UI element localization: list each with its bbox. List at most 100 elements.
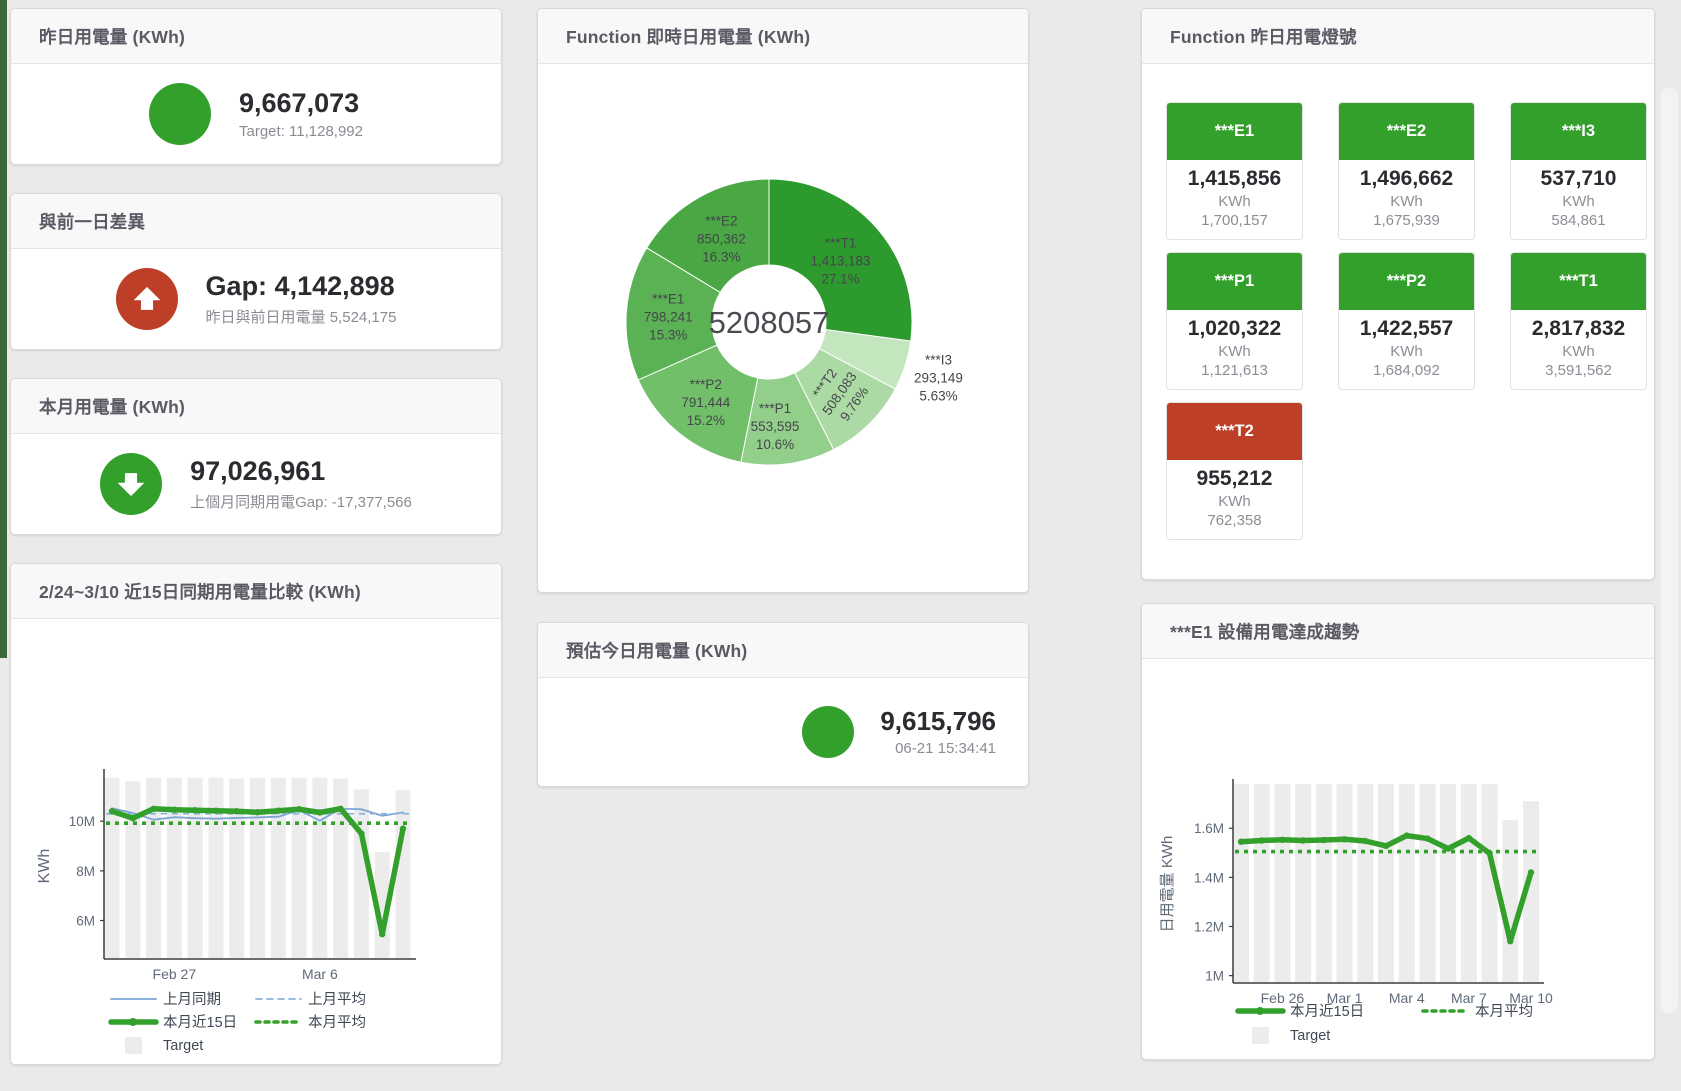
- target-bar: [1481, 784, 1498, 982]
- legend-item-本月平均[interactable]: 本月平均: [254, 1014, 366, 1031]
- function-usage-donut-chart[interactable]: ***T1 1,413,183 27.1%***I3 293,149 5.63%***T…: [538, 64, 1028, 592]
- card-header: 昨日用電量 (KWh): [11, 9, 501, 64]
- y-tick-label: 6M: [76, 914, 95, 929]
- donut-label: ***I3 293,149 5.63%: [914, 352, 963, 403]
- legend-item-本月近15日[interactable]: 本月近15日: [108, 1014, 237, 1031]
- y-tick-label: 1M: [1205, 969, 1224, 984]
- tile-target-value: 1,700,157: [1201, 212, 1268, 229]
- card-title: 2/24~3/10 近15日同期用電量比較 (KWh): [39, 581, 361, 602]
- tile-target-value: 3,591,562: [1545, 362, 1612, 379]
- card-body: 97,026,961 上個月同期用電Gap: -17,377,566: [11, 434, 501, 534]
- stat-value: 9,615,796: [880, 706, 996, 737]
- x-tick-label: Mar 1: [1327, 990, 1363, 1006]
- tile-value: 955,212: [1196, 467, 1273, 490]
- target-bar: [208, 777, 224, 958]
- target-bar: [104, 777, 120, 958]
- card-estimate-today: 預估今日用電量 (KWh) 9,615,796 06-21 15:34:41: [537, 622, 1029, 787]
- legend-item-Target[interactable]: Target: [125, 1037, 203, 1054]
- stat-value: 97,026,961: [190, 456, 326, 487]
- card-header: 本月用電量 (KWh): [11, 379, 501, 434]
- tile-target-value: 584,861: [1551, 212, 1606, 229]
- left-sidebar-edge: [0, 0, 7, 658]
- card-title: 昨日用電量 (KWh): [39, 26, 186, 47]
- donut-segment-E2[interactable]: [646, 178, 770, 294]
- card-title: 本月用電量 (KWh): [39, 396, 186, 417]
- light-tile-P1: ***P1 1,020,322 KWh 1,121,613: [1166, 252, 1303, 390]
- target-bar: [187, 777, 203, 958]
- target-bar: [1460, 784, 1477, 982]
- target-bar: [1398, 784, 1415, 982]
- card-yesterday-usage: 昨日用電量 (KWh) 9,667,073 Target: 11,128,992: [10, 8, 502, 165]
- e1-trend-line-chart[interactable]: 1M 1.2M 1.4M 1.6M Feb 26 Mar 1 Mar 4 Mar 7 Mar 1…: [1142, 659, 1654, 1059]
- target-bar: [1315, 784, 1332, 982]
- y-axis-title: 日用電量 KWh: [1159, 836, 1176, 933]
- tile-unit: KWh: [1218, 343, 1251, 360]
- target-bar: [1502, 820, 1519, 982]
- svg-text:本月平均: 本月平均: [1475, 1003, 1533, 1020]
- tile-name: ***P2: [1339, 253, 1474, 310]
- donut-label: ***E1 798,241 15.3%: [644, 292, 693, 343]
- svg-text:本月近15日: 本月近15日: [1290, 1003, 1364, 1020]
- x-tick-label: Mar 7: [1451, 990, 1487, 1006]
- arrow-down-circle-icon: [100, 453, 163, 515]
- target-bar: [1233, 784, 1249, 982]
- legend-item-本月平均[interactable]: 本月平均: [1421, 1003, 1533, 1020]
- legend-item-本月近15日[interactable]: 本月近15日: [1235, 1003, 1364, 1020]
- legend-item-上月同期[interactable]: 上月同期: [110, 991, 221, 1008]
- tile-target-value: 1,121,613: [1201, 362, 1268, 379]
- target-bar: [270, 777, 286, 958]
- donut-segment-E1[interactable]: [625, 247, 721, 381]
- target-bar: [1357, 784, 1374, 982]
- x-tick-label: Feb 27: [153, 966, 197, 982]
- arrow-up-icon: [133, 286, 160, 310]
- card-header: 與前一日差異: [11, 194, 501, 249]
- arrow-up-circle-icon: [115, 268, 178, 330]
- tile-body: 1,415,856 KWh 1,700,157: [1167, 160, 1302, 239]
- svg-text:Target: Target: [163, 1038, 203, 1054]
- card-month-usage: 本月用電量 (KWh) 97,026,961 上個月同期用電Gap: -17,3…: [10, 378, 502, 535]
- target-bar: [1253, 784, 1270, 982]
- x-tick-label: Feb 26: [1261, 990, 1305, 1006]
- svg-text:上月平均: 上月平均: [308, 991, 366, 1008]
- legend-item-上月平均[interactable]: 上月平均: [255, 991, 366, 1008]
- target-bar: [1378, 784, 1394, 982]
- tile-target-value: 1,675,939: [1373, 212, 1440, 229]
- card-body: 9,667,073 Target: 11,128,992: [11, 64, 501, 164]
- target-bar: [250, 777, 265, 958]
- donut-center-total: 5208057: [709, 305, 830, 340]
- stat-subtitle: 昨日與前日用電量 5,524,175: [205, 308, 397, 326]
- donut-label: ***P2 791,444 15.2%: [681, 377, 730, 428]
- y-tick-label: 1.6M: [1194, 821, 1224, 836]
- donut-segment-P2[interactable]: [637, 344, 759, 463]
- tile-body: 1,020,322 KWh 1,121,613: [1167, 310, 1302, 389]
- tile-body: 537,710 KWh 584,861: [1511, 160, 1646, 239]
- stat-timestamp: 06-21 15:34:41: [895, 739, 996, 757]
- x-tick-label: Mar 6: [302, 966, 338, 982]
- svg-text:本月平均: 本月平均: [308, 1014, 366, 1031]
- scrollbar-track[interactable]: [1661, 88, 1678, 1013]
- target-bar: [1295, 784, 1312, 982]
- tile-name: ***T1: [1511, 253, 1646, 310]
- card-function-donut: Function 即時日用電量 (KWh) ***T1 1,413,183 27.1…: [537, 8, 1029, 593]
- target-bar: [166, 777, 182, 958]
- donut-segment-T1[interactable]: [768, 178, 913, 342]
- target-bar: [1523, 801, 1539, 982]
- tile-target-value: 1,684,092: [1373, 362, 1440, 379]
- stat-value: Gap: 4,142,898: [205, 271, 395, 302]
- card-header: Function 昨日用電燈號: [1142, 9, 1654, 64]
- target-bar: [1419, 784, 1436, 982]
- x-tick-label: Mar 10: [1509, 990, 1553, 1006]
- light-tile-T1: ***T1 2,817,832 KWh 3,591,562: [1510, 252, 1647, 390]
- card-header: 2/24~3/10 近15日同期用電量比較 (KWh): [11, 564, 501, 619]
- light-tile-P2: ***P2 1,422,557 KWh 1,684,092: [1338, 252, 1475, 390]
- target-bar: [1274, 784, 1291, 982]
- legend-item-Target[interactable]: Target: [1252, 1027, 1330, 1044]
- donut-label: ***P1 553,595 10.6%: [751, 401, 800, 452]
- card-header: 預估今日用電量 (KWh): [538, 623, 1028, 678]
- tile-unit: KWh: [1218, 493, 1251, 510]
- status-circle-icon: [802, 706, 855, 758]
- series-上月同期: [111, 807, 404, 822]
- target-bar: [291, 777, 307, 958]
- tile-value: 2,817,832: [1531, 317, 1626, 340]
